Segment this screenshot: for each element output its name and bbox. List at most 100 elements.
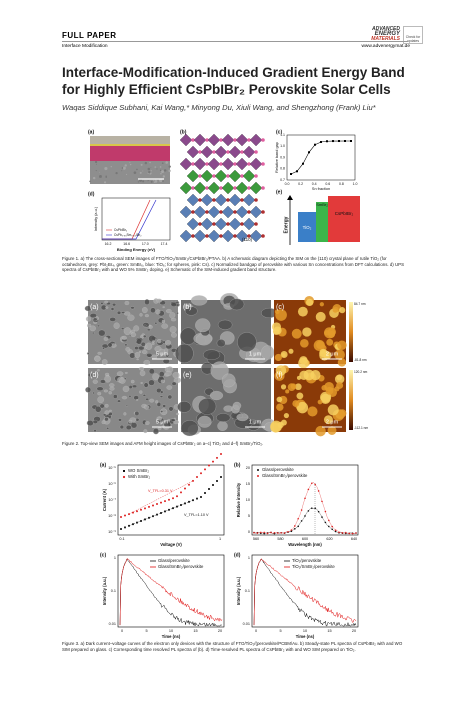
micrograph	[272, 296, 347, 369]
label: (b)	[180, 129, 187, 135]
grain	[180, 420, 199, 437]
label: 0.9	[280, 155, 285, 159]
label: 10	[303, 629, 307, 633]
label: 0	[248, 530, 250, 534]
atom	[205, 186, 209, 190]
grain	[130, 306, 135, 310]
marker	[164, 500, 166, 503]
marker	[204, 468, 206, 471]
label: 2 μm	[326, 351, 339, 357]
label: Glass/perovskite	[262, 467, 294, 472]
texture	[105, 176, 107, 178]
grain	[165, 353, 170, 358]
marker	[326, 140, 328, 143]
curve	[119, 558, 223, 627]
grain	[171, 381, 177, 386]
octahedron	[179, 229, 193, 243]
label: 10	[169, 629, 173, 633]
grain	[108, 391, 112, 395]
grain	[85, 316, 92, 322]
grain	[121, 311, 126, 314]
label: 17.4	[161, 242, 168, 246]
marker	[344, 140, 346, 143]
octahedron	[214, 193, 228, 207]
grain	[92, 419, 98, 424]
grain	[105, 306, 109, 309]
octahedron	[207, 229, 221, 243]
afm-grain	[296, 392, 304, 400]
grain	[141, 307, 148, 314]
grain	[190, 295, 208, 306]
texture	[142, 170, 144, 172]
journal-logo: ADVANCED ENERGY MATERIALS	[362, 26, 400, 43]
grain	[165, 308, 172, 314]
grain	[143, 324, 147, 327]
octahedron	[242, 217, 256, 231]
octahedron	[242, 169, 256, 183]
afm-grain	[272, 328, 280, 335]
octahedron	[186, 145, 200, 159]
texture	[99, 171, 100, 173]
label: 10⁻⁹	[108, 530, 116, 534]
grain	[86, 323, 92, 328]
afm-grain	[325, 386, 334, 395]
grain	[143, 429, 148, 434]
atom	[219, 138, 223, 142]
marker	[208, 464, 210, 467]
afm-grain	[276, 396, 283, 403]
grain	[108, 409, 112, 412]
label: 5	[145, 629, 147, 633]
afm-grain	[339, 307, 346, 314]
grain	[129, 352, 136, 359]
grain	[144, 299, 150, 305]
afm-grain	[337, 340, 347, 350]
label: 0.01	[109, 622, 116, 626]
atom	[226, 150, 230, 154]
grain	[159, 371, 165, 377]
grain	[169, 312, 176, 319]
octahedron	[207, 181, 221, 195]
grain	[165, 370, 172, 377]
atom	[191, 186, 195, 190]
label: Energy	[283, 216, 289, 233]
grain	[145, 398, 149, 401]
grain	[102, 347, 105, 350]
update-badge[interactable]: Check for updates	[403, 26, 423, 44]
grain	[122, 385, 130, 393]
octahedron	[221, 157, 235, 171]
grain	[197, 415, 212, 428]
atom	[205, 210, 209, 214]
micrograph	[175, 293, 278, 366]
marker	[332, 140, 334, 143]
label: (a)	[100, 462, 106, 468]
atom	[261, 186, 265, 190]
afm-grain	[299, 356, 308, 365]
label: Intensity (a.u.)	[102, 576, 107, 605]
grain	[112, 303, 117, 307]
afm-grain	[296, 401, 309, 414]
atom	[191, 234, 195, 238]
grain	[104, 403, 109, 408]
afm-grain	[270, 420, 283, 433]
marker	[144, 518, 146, 521]
logo-line: ADVANCED	[372, 26, 400, 32]
grain	[134, 411, 140, 416]
grain	[132, 384, 137, 388]
afm-grain	[305, 298, 314, 307]
grain	[125, 347, 131, 352]
afm-grain	[327, 426, 337, 435]
grain	[116, 371, 124, 377]
grain	[148, 325, 153, 329]
grain	[113, 322, 120, 329]
grain	[136, 358, 139, 361]
sem-layer	[90, 161, 170, 184]
octahedron	[214, 169, 228, 183]
axes	[251, 554, 359, 628]
afm-grain	[321, 385, 327, 391]
grain	[116, 310, 122, 315]
label: 0.6	[325, 182, 330, 186]
marker	[176, 495, 178, 498]
texture	[154, 166, 157, 168]
texture	[148, 171, 151, 174]
label: 600	[302, 537, 308, 541]
